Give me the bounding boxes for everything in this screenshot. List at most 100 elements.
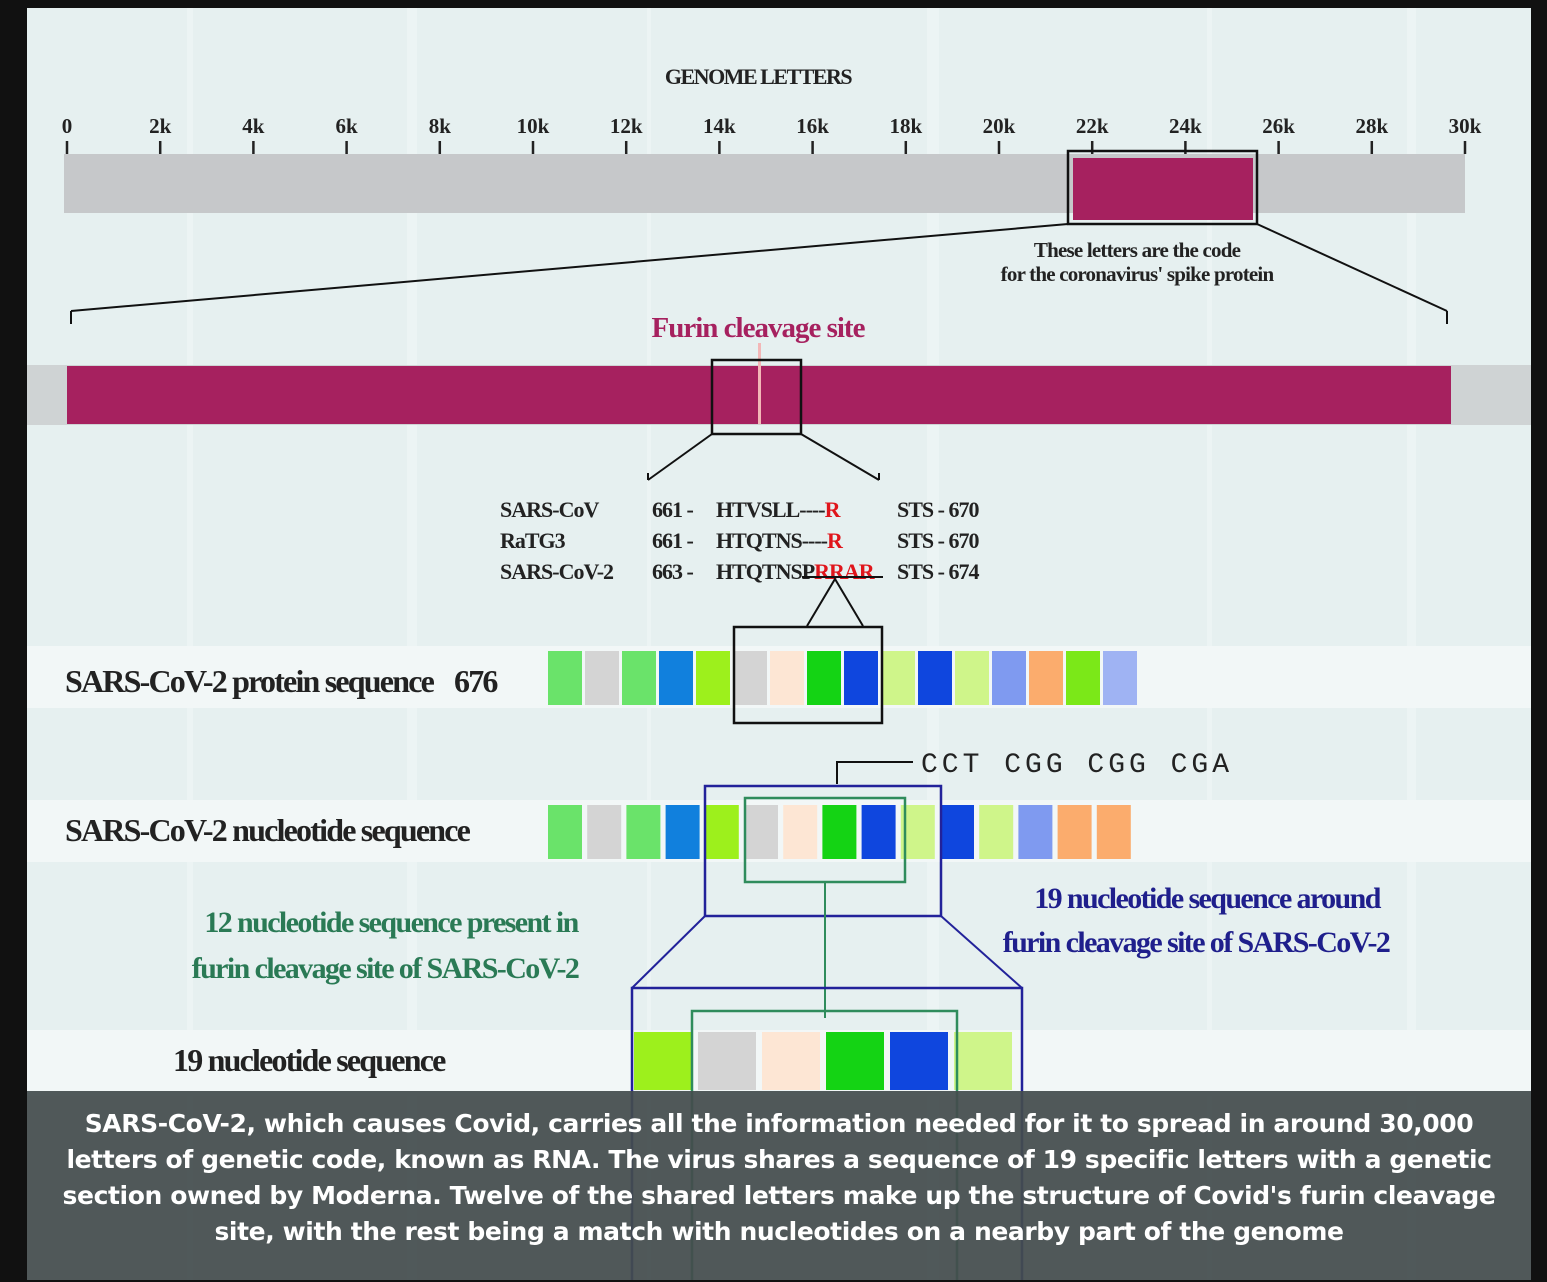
nucleotide-block <box>822 805 857 859</box>
protein-block <box>844 651 878 705</box>
seq19-block <box>698 1032 756 1090</box>
alignment-end: STS - 674 <box>897 559 979 584</box>
note-19-line1: 19 nucleotide sequence around <box>1034 882 1381 915</box>
protein-block <box>548 651 582 705</box>
alignment-seq-red: RRAR <box>814 559 876 584</box>
axis-tick-label: 18k <box>889 114 922 138</box>
nucleotide-block <box>1096 805 1131 859</box>
alignment-sequence: HTQTNS----R <box>716 528 844 553</box>
protein-block <box>881 651 915 705</box>
protein-block <box>659 651 693 705</box>
protein-blocks <box>548 651 1137 705</box>
background-stripes <box>187 8 1416 1280</box>
alignment-start: 661 - <box>652 497 694 522</box>
axis-tick-label: 0 <box>62 114 73 138</box>
nucleotide-block <box>548 805 582 859</box>
protein-label: SARS-CoV-2 protein sequence <box>65 663 435 699</box>
spike-region <box>1073 158 1253 220</box>
protein-block <box>1103 651 1137 705</box>
axis-tick-label: 20k <box>983 114 1016 138</box>
genome-axis: 0 2k 4k 6k 8k 10k 12k 14k 16k 18k 20k 22k 24k 26k 28k 3… <box>62 114 1482 154</box>
protein-block <box>1066 651 1100 705</box>
nucleotide-block <box>1057 805 1092 859</box>
alignment-seq-black: HTVSLL---- <box>716 497 825 522</box>
protein-block <box>992 651 1026 705</box>
furin-site-box <box>710 358 803 436</box>
nucleotide-block <box>900 805 935 859</box>
axis-tick-label: 4k <box>242 114 265 138</box>
alignment-species: SARS-CoV-2 <box>500 559 614 584</box>
nucleotide-block <box>940 805 974 859</box>
alignment-species: RaTG3 <box>500 528 566 553</box>
protein-block <box>955 651 989 705</box>
spike-note-line2: for the coronavirus' spike protein <box>1001 262 1275 286</box>
nucleotide-block <box>704 805 739 859</box>
protein-block <box>1029 651 1063 705</box>
seq19-block <box>954 1032 1012 1090</box>
nucleotide-block <box>783 805 818 859</box>
seq19-block <box>762 1032 820 1090</box>
protein-block <box>733 651 767 705</box>
caption: SARS-CoV-2, which causes Covid, carries … <box>27 1091 1531 1280</box>
alignment-sequence: HTQTNSPRRAR <box>716 559 876 584</box>
axis-tick-label: 14k <box>703 114 736 138</box>
furin-site-marker <box>758 343 761 424</box>
alignment-end: STS - 670 <box>897 528 979 553</box>
protein-block <box>696 651 730 705</box>
nucleotide-blocks <box>548 805 1131 859</box>
infographic-panel: GENOME LETTERS 0 2k 4k 6k 8k 10k 12k 14k 16k 18k 2… <box>27 8 1531 1280</box>
nucleotide-19-box <box>703 784 943 918</box>
nucleotide-block <box>665 805 700 859</box>
nucleotide-block <box>861 805 896 859</box>
alignment-seq-red: R <box>825 497 842 522</box>
alignment-seq-red: R <box>827 528 844 553</box>
axis-tick-label: 28k <box>1355 114 1388 138</box>
axis-tick-label: 2k <box>149 114 172 138</box>
alignment-seq-black: HTQTNSP <box>716 559 815 584</box>
protein-block <box>770 651 804 705</box>
nucleotide-block <box>587 805 622 859</box>
protein-block <box>585 651 619 705</box>
spike-note-line1: These letters are the code <box>1034 238 1241 262</box>
alignment-table: SARS-CoV 661 - HTVSLL----R STS - 670 RaTG3 66… <box>500 497 980 584</box>
seq19-block <box>890 1032 948 1090</box>
codon-text: CCT CGG CGG CGA <box>921 750 1233 781</box>
axis-tick-label: 30k <box>1449 114 1482 138</box>
seq19-block <box>826 1032 884 1090</box>
axis-tick-label: 6k <box>336 114 359 138</box>
axis-tick-label: 12k <box>610 114 643 138</box>
alignment-start: 663 - <box>652 559 694 584</box>
alignment-start: 661 - <box>652 528 694 553</box>
nucleotide-block <box>979 805 1014 859</box>
furin-zoom-lines <box>647 433 880 481</box>
note-12-line2: furin cleavage site of SARS-CoV-2 <box>192 952 579 985</box>
note-12-line1: 12 nucleotide sequence present in <box>204 906 579 939</box>
nucleotide-block <box>1018 805 1053 859</box>
axis-tick-label: 24k <box>1169 114 1202 138</box>
codon-connector <box>836 761 913 784</box>
genome-bar <box>64 154 1465 213</box>
axis-tick-label: 10k <box>517 114 550 138</box>
spike-region-outline <box>1066 149 1259 226</box>
zoom-lines <box>70 223 1448 324</box>
nucleotide-block <box>744 805 778 859</box>
furin-label: Furin cleavage site <box>652 312 866 344</box>
protein-highlight-box <box>732 625 884 725</box>
protein-number: 676 <box>454 663 498 699</box>
nucleotide-block <box>626 805 661 859</box>
seq19-label: 19 nucleotide sequence <box>173 1042 446 1078</box>
alignment-end: STS - 670 <box>897 497 979 522</box>
seq19-blocks <box>634 1032 1012 1090</box>
seq19-block <box>634 1032 692 1090</box>
alignment-seq-black: HTQTNS---- <box>716 528 828 553</box>
nucleotide-row-band <box>27 800 1531 862</box>
protein-block <box>807 651 841 705</box>
axis-tick-label: 26k <box>1262 114 1295 138</box>
alignment-species: SARS-CoV <box>500 497 599 522</box>
axis-tick-label: 22k <box>1076 114 1109 138</box>
genome-title: GENOME LETTERS <box>665 64 852 89</box>
alignment-sequence: HTVSLL----R <box>716 497 842 522</box>
note-19-line2: furin cleavage site of SARS-CoV-2 <box>1003 926 1390 959</box>
expansion-lines <box>631 882 1023 1018</box>
nucleotide-label: SARS-CoV-2 nucleotide sequence <box>65 812 471 848</box>
